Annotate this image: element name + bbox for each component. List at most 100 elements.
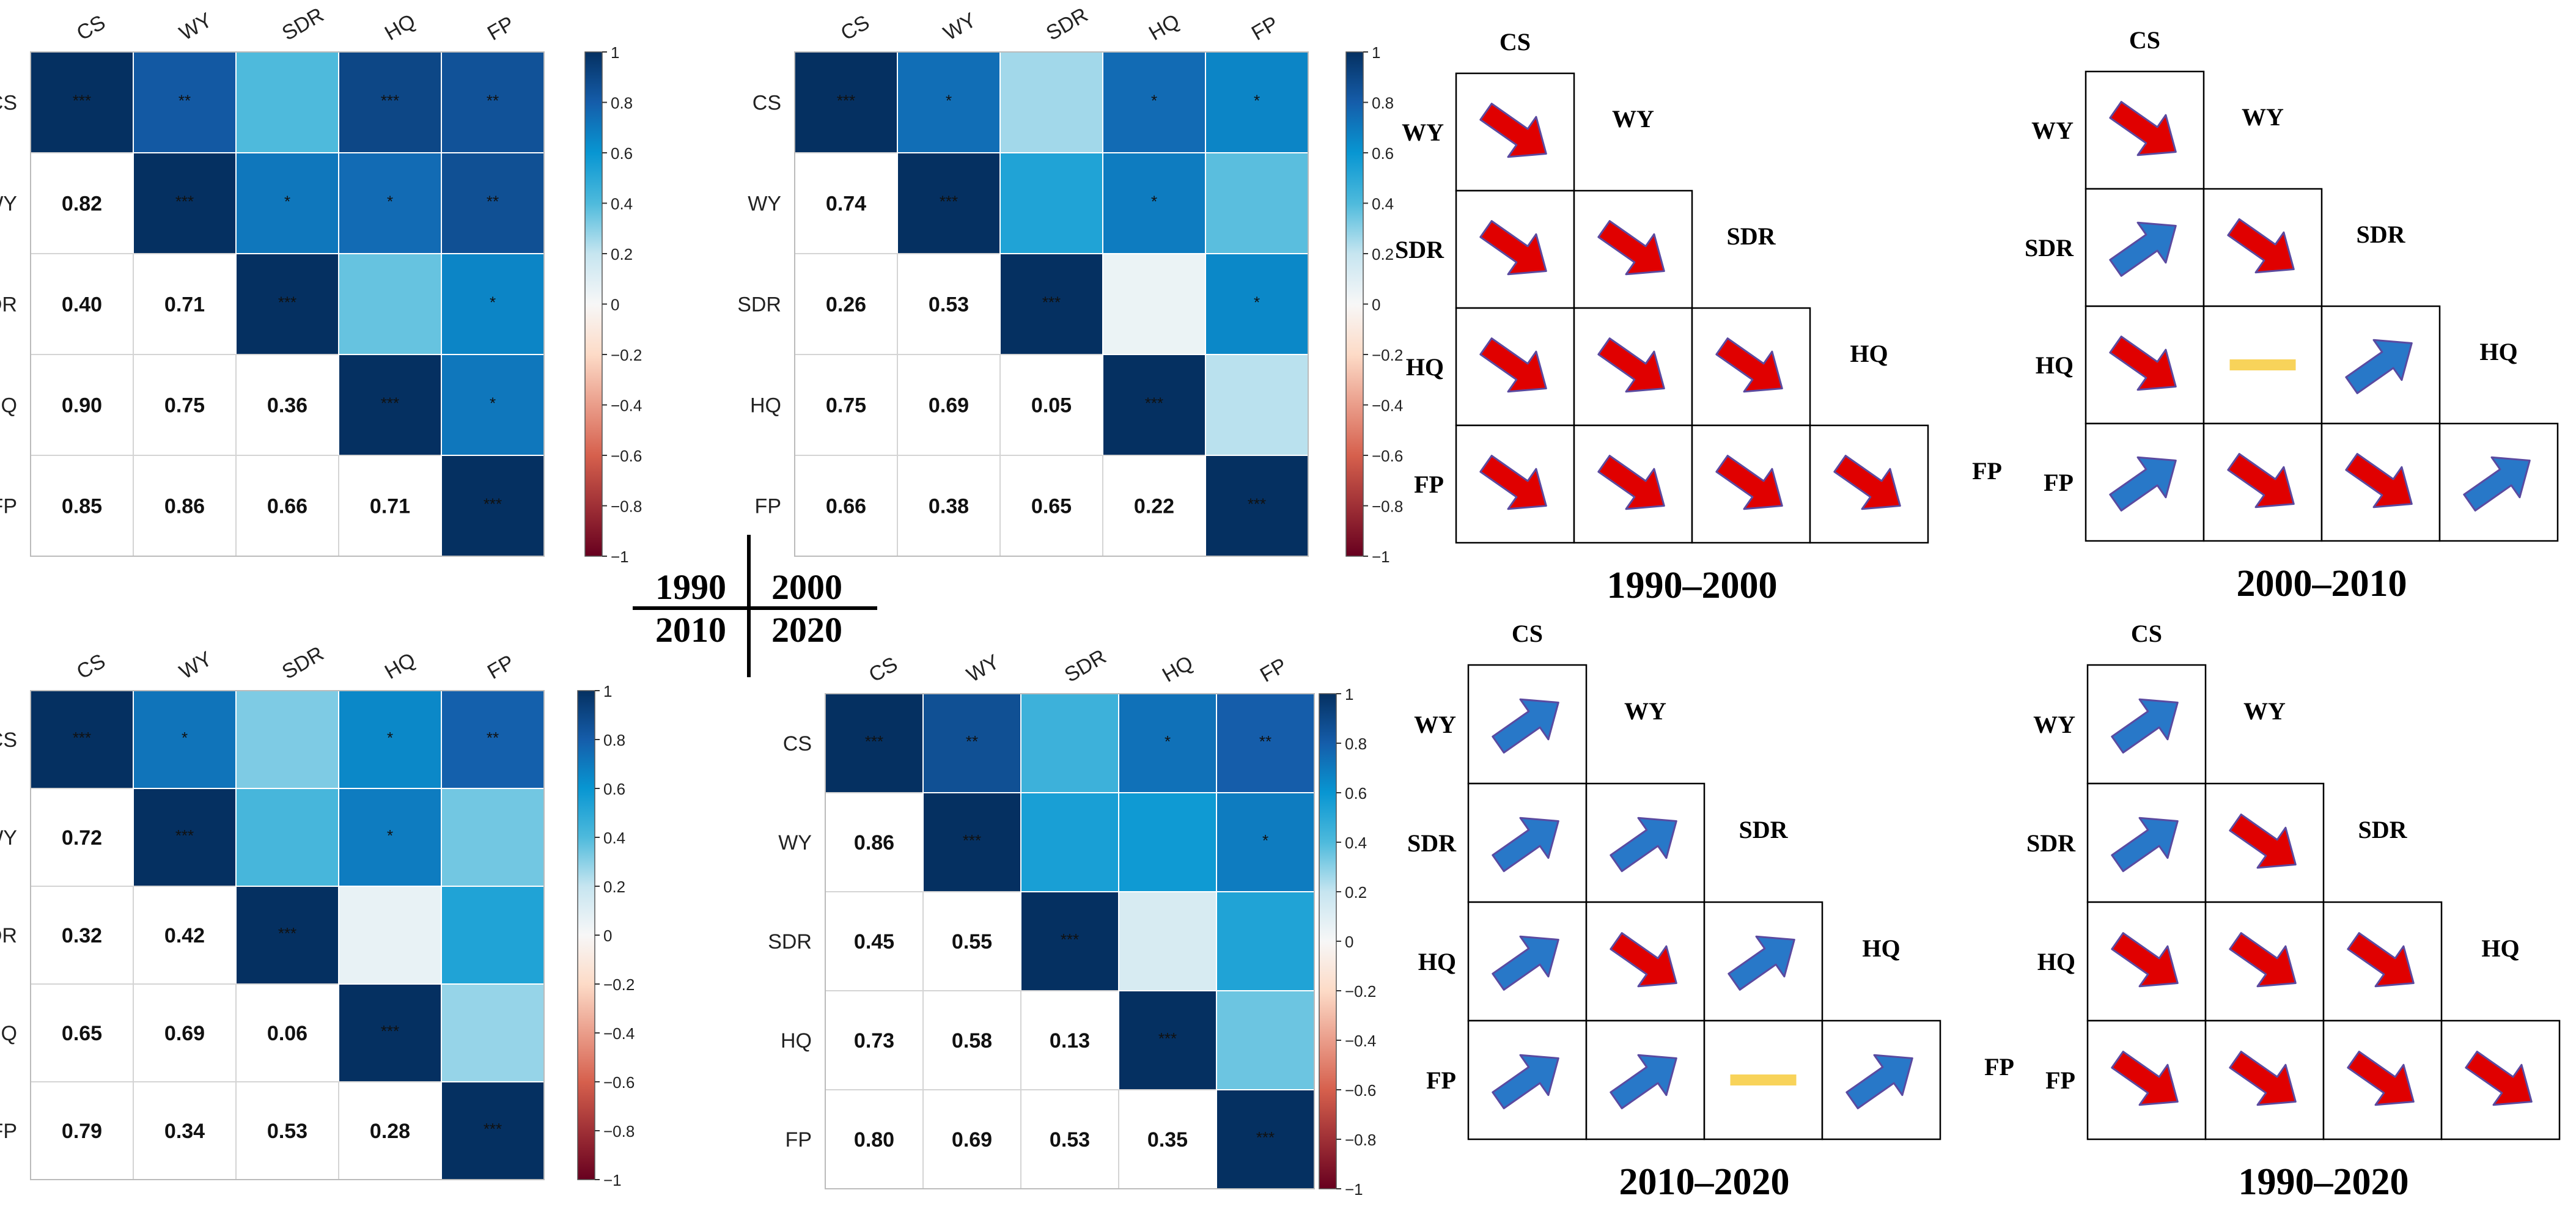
colorbar-tick-label: −0.4 — [603, 1024, 635, 1043]
year-label-top-left: 1990 — [655, 567, 726, 607]
heatmap-cell — [1102, 455, 1206, 557]
colorbar-tick-label: 0.8 — [1372, 94, 1394, 112]
correlation-value: 0.05 — [1031, 394, 1072, 417]
heatmap-cell — [441, 788, 545, 887]
colorbar-tick-label: −0.8 — [603, 1122, 635, 1140]
arrow-shape — [2109, 336, 2177, 391]
decrease-arrow-icon — [2229, 932, 2297, 988]
heatmap-cell — [1205, 253, 1309, 355]
heatmap-cell — [922, 990, 1021, 1090]
colorbar-tick-label: 0.8 — [611, 94, 633, 112]
colorbar-tick-label: −1 — [1345, 1180, 1363, 1199]
correlation-value: 0.86 — [854, 831, 894, 854]
heatmap-cell — [1216, 792, 1315, 892]
colorbar-tick-label: 0 — [1372, 296, 1380, 314]
heatmap-cell — [441, 51, 545, 153]
correlation-value: 0.75 — [164, 394, 205, 417]
correlation-value: 0.53 — [929, 293, 969, 317]
significance-mark: * — [387, 826, 393, 845]
colorbar-tick-label: 0.2 — [1372, 245, 1394, 263]
heatmap-cell — [30, 354, 134, 456]
colorbar-tick-label: 0.4 — [1372, 195, 1394, 213]
matrix-row-label: FP — [2045, 1067, 2075, 1094]
correlation-value: 0.71 — [164, 293, 205, 317]
colorbar-tick-label: 0.2 — [611, 245, 633, 263]
correlation-value: 0.42 — [164, 924, 205, 947]
matrix-diagonal-label: SDR — [2358, 816, 2407, 843]
heatmap-cell — [1020, 693, 1119, 793]
decrease-arrow-icon — [1597, 455, 1665, 510]
colorbar-tick-label: −0.2 — [1372, 346, 1403, 364]
heatmap-cell — [922, 792, 1021, 892]
colorbar-tick-label: 1 — [611, 43, 619, 62]
decrease-arrow-icon — [1597, 220, 1665, 276]
significance-mark: ** — [1259, 732, 1271, 751]
row-label: HQ — [750, 394, 781, 417]
significance-mark: * — [1165, 732, 1171, 751]
heatmap-cell — [999, 152, 1103, 254]
matrix-diagonal-label: HQ — [2479, 338, 2517, 365]
correlation-value: 0.55 — [952, 930, 992, 953]
colorbar-tick-label: 1 — [1345, 685, 1353, 703]
correlation-value: 0.80 — [854, 1128, 894, 1151]
decrease-arrow-icon — [2109, 336, 2177, 391]
heatmap-cell — [897, 152, 1001, 254]
colorbar — [577, 690, 595, 1180]
decrease-arrow-icon — [2347, 1051, 2415, 1106]
colorbar-tick-label: −0.2 — [611, 346, 642, 364]
arrow-shape — [2111, 932, 2179, 988]
heatmap-cell — [30, 253, 134, 355]
heatmap-cell — [338, 983, 442, 1082]
correlation-value: 0.40 — [62, 293, 102, 317]
decrease-arrow-icon — [1715, 455, 1783, 510]
significance-mark: * — [1254, 293, 1260, 312]
col-label: SDR — [1042, 3, 1092, 45]
change-matrix-0: CS WY WY SDR SDR HQ HQ FP FP 1990–2000 — [1395, 28, 2002, 606]
matrix-row-label: HQ — [2037, 948, 2075, 975]
correlation-value: 0.74 — [826, 193, 866, 216]
significance-mark: *** — [278, 293, 296, 312]
colorbar — [1345, 51, 1364, 557]
correlation-value: 0.53 — [267, 1120, 307, 1143]
matrix-top-label: CS — [1500, 28, 1531, 56]
decrease-arrow-icon — [1479, 337, 1547, 393]
heatmap-cell — [235, 788, 339, 887]
matrix-row-label: SDR — [1407, 829, 1457, 857]
heatmap-cell — [999, 354, 1103, 456]
matrix-diagonal-label: SDR — [2356, 221, 2405, 248]
decrease-arrow-icon — [2109, 101, 2177, 156]
heatmap-cell — [235, 983, 339, 1082]
heatmap-cell — [1205, 354, 1309, 456]
heatmap-cell — [338, 788, 442, 887]
colorbar-tick-label: 0 — [611, 296, 619, 314]
significance-mark: *** — [278, 924, 296, 942]
heatmap-cell — [1118, 792, 1217, 892]
significance-mark: *** — [940, 193, 958, 211]
arrow-shape — [2345, 339, 2413, 394]
arrow-shape — [1610, 932, 1677, 988]
col-label: CS — [73, 10, 109, 45]
heatmap-cell — [338, 886, 442, 985]
significance-mark: * — [387, 193, 393, 211]
colorbar-tick-label: 0.8 — [603, 731, 625, 749]
col-label: WY — [175, 647, 216, 684]
significance-mark: * — [182, 729, 188, 747]
significance-mark: *** — [381, 92, 399, 110]
significance-mark: * — [1262, 831, 1268, 850]
heatmap-cell — [1118, 990, 1217, 1090]
arrow-shape — [2109, 456, 2177, 512]
arrow-shape — [2229, 932, 2297, 988]
heatmap-cell — [441, 152, 545, 254]
heatmap-cell — [133, 253, 237, 355]
decrease-arrow-icon — [1610, 932, 1677, 988]
arrow-shape — [2227, 218, 2295, 274]
matrix-diagonal-label: HQ — [2481, 935, 2519, 962]
increase-arrow-icon — [2463, 456, 2531, 512]
arrow-shape — [2111, 1051, 2179, 1106]
matrix-title: 2000–2010 — [2237, 563, 2407, 604]
decrease-arrow-icon — [2227, 453, 2295, 509]
arrow-shape — [2111, 817, 2179, 872]
significance-mark: ** — [487, 92, 499, 110]
col-label: WY — [175, 9, 216, 45]
heatmap-cell — [1118, 891, 1217, 991]
